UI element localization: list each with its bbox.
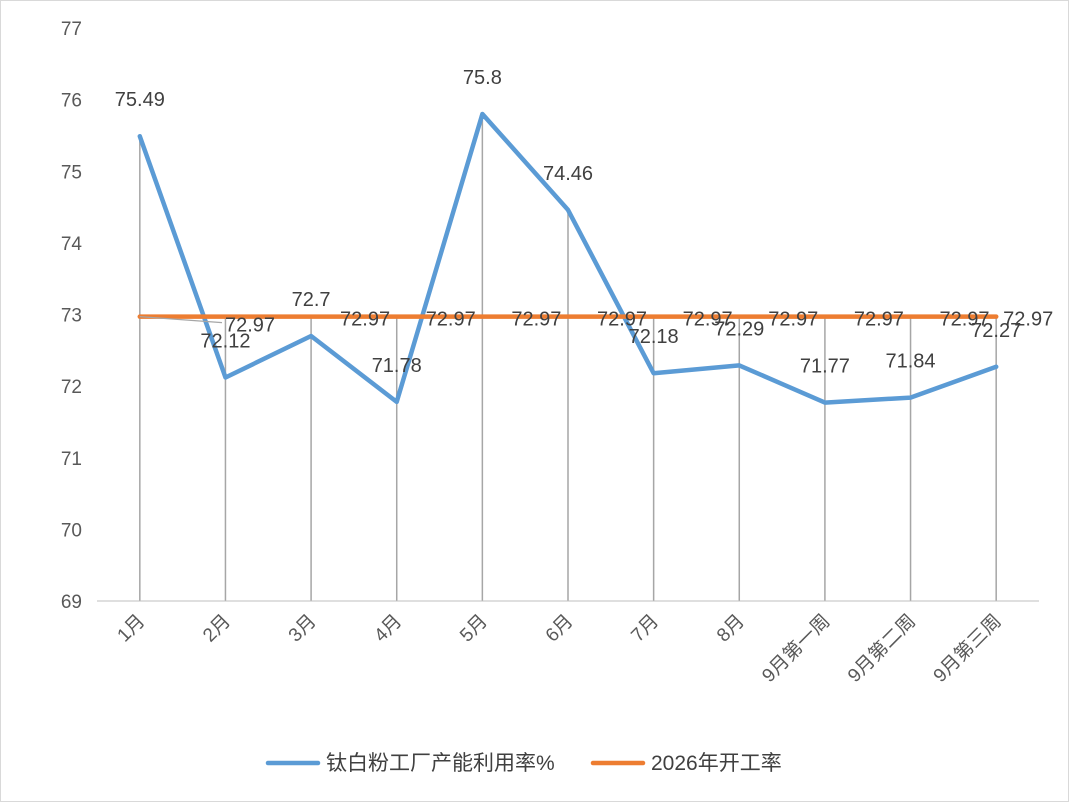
y-tick-label: 72: [61, 377, 82, 398]
series-lines: [137, 111, 999, 405]
data-label: 72.97: [1003, 309, 1053, 331]
data-label: 72.18: [629, 326, 679, 348]
data-label: 75.49: [115, 89, 165, 111]
data-label: 72.97: [426, 309, 476, 331]
data-label: 71.77: [800, 356, 850, 378]
data-label: 72.97: [683, 309, 733, 331]
drop-lines: [139, 113, 997, 601]
series-line-utilization: [137, 111, 999, 405]
data-label: 72.97: [940, 309, 990, 331]
y-tick-label: 76: [61, 91, 82, 112]
data-label: 72.7: [292, 289, 331, 311]
y-tick-label: 69: [61, 592, 82, 613]
data-label: 71.84: [886, 351, 936, 373]
y-tick-label: 70: [61, 520, 82, 541]
y-tick-label: 77: [61, 19, 82, 40]
data-label: 72.97: [225, 315, 275, 337]
data-label: 72.27: [971, 320, 1021, 342]
y-tick-label: 75: [61, 162, 82, 183]
data-label: 72.97: [854, 309, 904, 331]
data-label: 71.78: [372, 355, 422, 377]
data-label: 72.29: [714, 318, 764, 340]
data-label: 72.12: [200, 331, 250, 353]
data-label: 74.46: [543, 163, 593, 185]
legend: 钛白粉工厂产能利用率% 2026年开工率: [265, 752, 782, 775]
data-label: 72.97: [768, 309, 818, 331]
leader-line: [139, 316, 223, 324]
legend-label-operating-rate: 2026年开工率: [651, 752, 782, 775]
y-tick-label: 73: [61, 306, 82, 327]
data-label: 72.97: [340, 309, 390, 331]
data-label: 72.97: [511, 309, 561, 331]
data-labels: 75.49 72.12 72.7 71.78 75.8 74.46 72.18 72.29 71…: [115, 67, 1053, 378]
y-tick-label: 74: [61, 234, 83, 255]
y-axis-tick-labels: 69 70 71 72 73 74 75 76 77: [61, 19, 83, 613]
data-label: 75.8: [463, 67, 502, 89]
legend-label-utilization: 钛白粉工厂产能利用率%: [326, 752, 555, 775]
data-label: 72.97: [597, 309, 647, 331]
y-tick-label: 71: [61, 449, 82, 470]
